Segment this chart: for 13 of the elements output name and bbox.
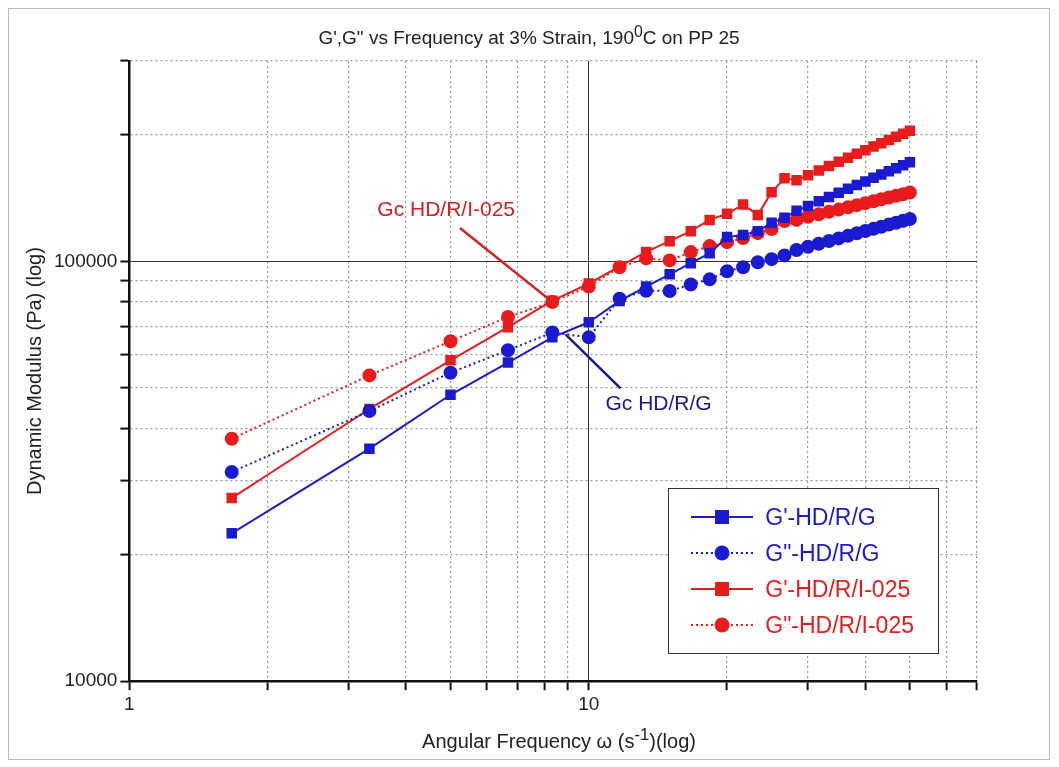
x-tick-label: 10 (578, 692, 600, 714)
x-axis-title: Angular Frequency ω (s$^{-1}$)(log) (421, 725, 697, 753)
annotation: Gc HD/R/G (605, 391, 712, 415)
chart-title: G',G" vs Frequency at 3% Strain, 190$^{0}$C on PP 25 (317, 23, 741, 50)
legend-label: G"-HD/R/I-025 (765, 611, 914, 639)
y-tick-label: 100000 (54, 249, 118, 271)
legend-label: G"-HD/R/G (765, 539, 880, 567)
x-tick-label: 1 (124, 692, 135, 714)
legend-label: G'-HD/R/G (765, 503, 876, 531)
annotation: Gc HD/R/I-025 (377, 196, 516, 220)
legend-label: G'-HD/R/I-025 (765, 575, 911, 603)
y-axis-title: Dynamic Modulus (Pa) (log) (22, 247, 45, 496)
y-tick-label: 10000 (64, 669, 118, 691)
